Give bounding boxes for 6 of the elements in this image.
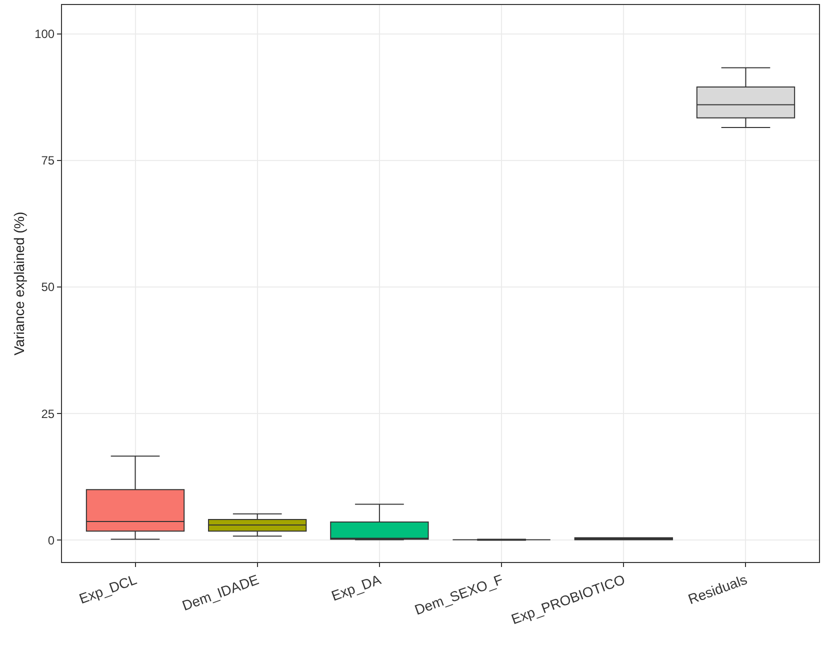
y-tick-label: 100 (34, 27, 55, 42)
y-tick-label: 50 (41, 280, 55, 294)
y-axis-title: Variance explained (%) (11, 212, 27, 356)
y-tick-label: 75 (41, 154, 55, 168)
y-tick-label: 0 (48, 533, 55, 548)
y-tick-label: 25 (41, 406, 55, 421)
